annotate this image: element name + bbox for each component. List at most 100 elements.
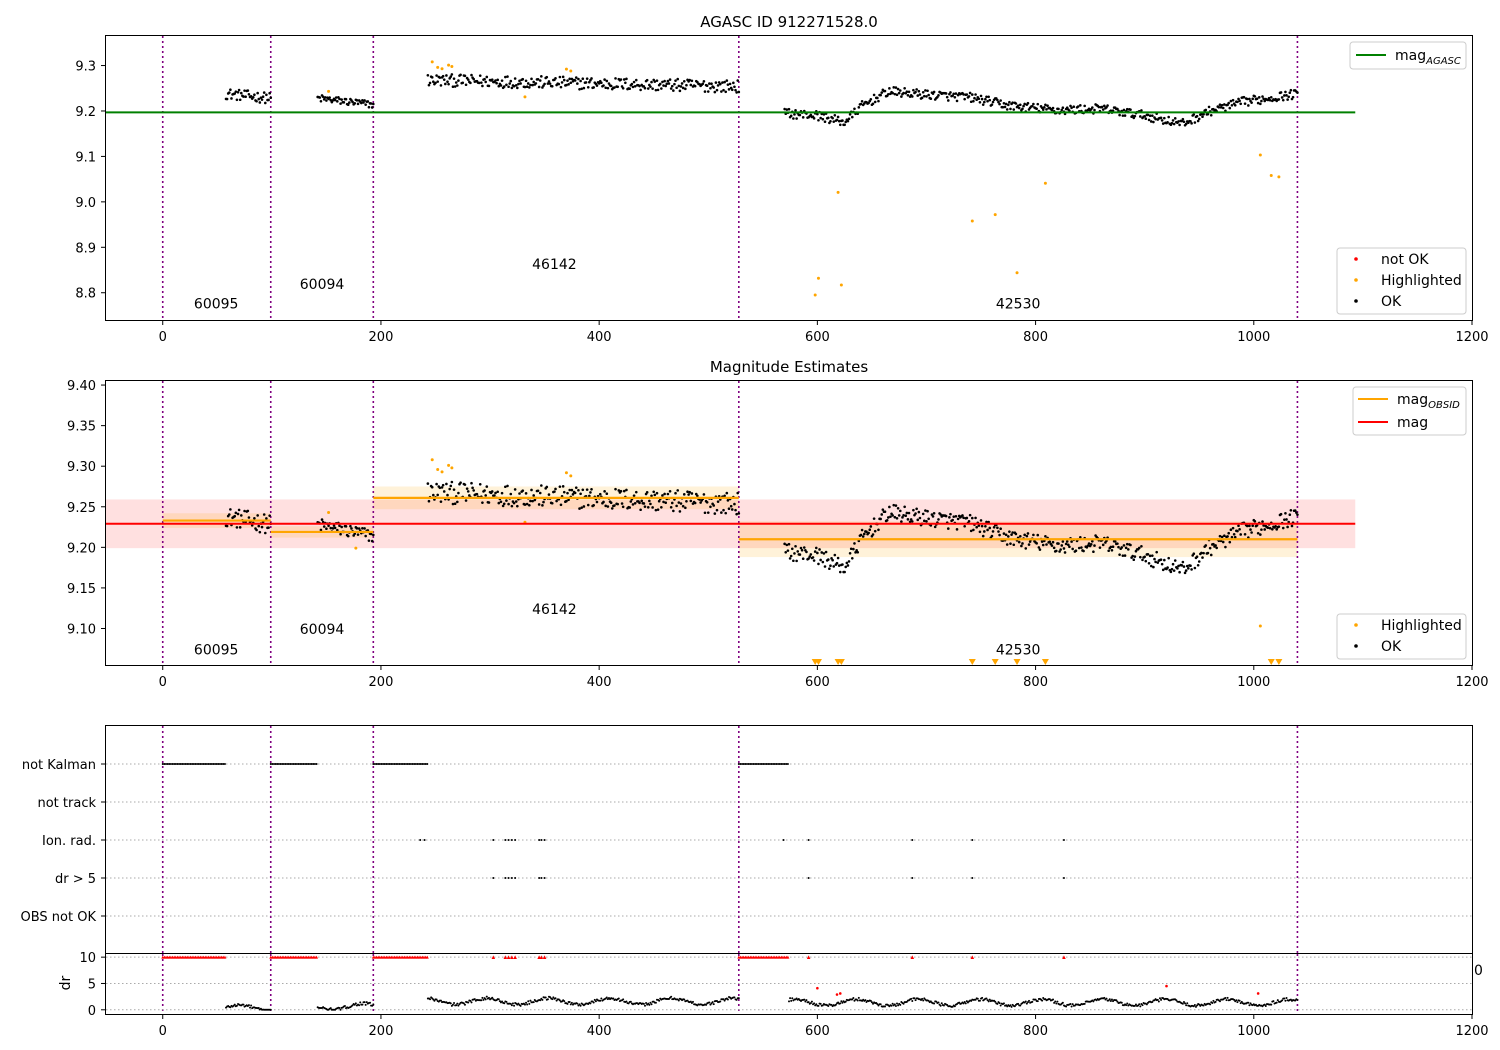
ok-point (638, 84, 641, 88)
ok-point (1236, 529, 1239, 533)
ok-point (1212, 542, 1215, 546)
flag-point (168, 763, 171, 765)
ok-point (1223, 534, 1226, 537)
ok-point (790, 547, 794, 551)
ok-point (1195, 114, 1199, 118)
ok-point (785, 543, 789, 547)
ok-point (725, 79, 729, 82)
ok-point (1004, 533, 1008, 537)
ok-point (917, 510, 921, 514)
flag-point (418, 763, 421, 765)
ok-point (847, 117, 851, 121)
ok-point (1202, 551, 1205, 555)
dr-point (933, 1002, 936, 1005)
ok-point (909, 518, 913, 521)
ok-point (1140, 544, 1143, 548)
ok-point (490, 78, 494, 81)
ok-point (1125, 107, 1129, 111)
dr-point (353, 1003, 356, 1006)
ok-point (1253, 519, 1257, 523)
ok-point (849, 547, 853, 551)
y-tick-label: 9.1 (75, 150, 96, 165)
ok-point (856, 550, 860, 554)
ok-point (978, 530, 982, 534)
ok-point (872, 93, 876, 97)
ok-point (860, 528, 864, 532)
ok-point (1147, 118, 1151, 122)
ok-point (921, 90, 925, 94)
ok-point (970, 93, 974, 96)
ok-point (469, 81, 472, 85)
ok-point (1209, 113, 1213, 117)
x-tick-label: 1200 (1455, 1024, 1488, 1039)
ok-point (600, 81, 603, 84)
dr-point (804, 1000, 807, 1003)
dr-point (890, 1004, 893, 1007)
ok-point (1107, 549, 1110, 553)
ok-point (256, 514, 259, 517)
ok-point (1125, 542, 1129, 546)
ok-point (1245, 97, 1249, 101)
ok-point (566, 79, 569, 82)
ok-point (841, 119, 844, 122)
flag-point (398, 763, 401, 765)
dr-point (899, 1003, 902, 1006)
x-tick-label: 1000 (1237, 1024, 1270, 1039)
ok-point (516, 86, 519, 90)
dr-outlier-point (1256, 992, 1260, 995)
dr-point (946, 1003, 949, 1006)
flag-point (759, 763, 762, 765)
ok-point (1008, 530, 1011, 533)
dr-point (722, 998, 725, 1001)
ok-point (801, 557, 805, 561)
ok-point (1177, 564, 1180, 568)
dr-point (1139, 1005, 1142, 1008)
ok-point (450, 480, 454, 484)
ok-point (681, 504, 685, 508)
ok-point (833, 553, 837, 557)
ok-point (980, 97, 984, 101)
ok-point (507, 502, 510, 506)
ok-point (951, 518, 954, 522)
ok-point (1026, 532, 1030, 535)
ok-point (1121, 554, 1125, 557)
dr-point (593, 998, 596, 1001)
ok-point (528, 503, 531, 507)
ok-point (622, 489, 626, 493)
ok-point (581, 488, 585, 492)
ok-point (577, 488, 580, 492)
ok-point (470, 481, 473, 485)
ok-point (559, 503, 563, 507)
ok-point (553, 490, 556, 493)
dr-point (1211, 1001, 1214, 1004)
dr-point (978, 999, 981, 1002)
ok-point (537, 503, 541, 506)
ok-point (949, 512, 952, 516)
ok-point (605, 492, 609, 496)
flag-point (302, 763, 305, 765)
flag-point (786, 763, 789, 765)
ok-point (1011, 101, 1014, 104)
ok-point (904, 514, 908, 517)
flag-point (273, 763, 276, 765)
ok-point (1050, 544, 1054, 547)
flag-point (284, 763, 287, 765)
ok-point (506, 75, 509, 78)
ok-point (1074, 549, 1078, 552)
ok-point (340, 98, 343, 101)
x-tick-label: 200 (369, 675, 394, 690)
ok-point (649, 502, 652, 506)
flag-point (192, 763, 195, 765)
ok-point (1043, 106, 1046, 109)
dr-point (1009, 1004, 1012, 1007)
ok-point (873, 529, 877, 533)
dr-point (568, 1001, 571, 1004)
dr-point (1092, 1000, 1095, 1003)
flag-point (763, 763, 766, 765)
flag-point (305, 763, 308, 765)
ok-point (897, 91, 901, 95)
flag-point (396, 763, 399, 765)
ok-point (712, 504, 716, 507)
ok-point (895, 93, 899, 97)
ok-point (724, 511, 728, 515)
